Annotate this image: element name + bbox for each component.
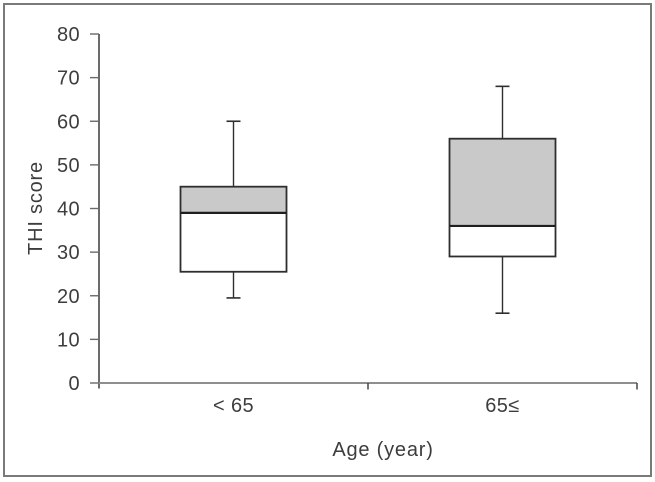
y-tick-label: 10 bbox=[57, 329, 80, 351]
y-tick-label: 0 bbox=[68, 373, 80, 395]
y-tick-label: 40 bbox=[57, 199, 80, 221]
boxplot-boxes: < 65 65≤ bbox=[179, 85, 557, 417]
category-label: 65≤ bbox=[485, 395, 519, 417]
category-label: < 65 bbox=[213, 395, 254, 417]
axis-titles: THI score Age (year) bbox=[25, 161, 433, 461]
y-tick-label: 30 bbox=[57, 242, 80, 264]
x-axis-title: Age (year) bbox=[332, 439, 433, 461]
boxplot-chart: 0 10 20 30 40 50 60 70 80 < 65 65≤ THI score Age … bbox=[25, 24, 638, 461]
figure-frame: 0 10 20 30 40 50 60 70 80 < 65 65≤ THI score Age … bbox=[3, 3, 652, 477]
y-tick-label: 50 bbox=[57, 155, 80, 177]
box-lower-region bbox=[180, 212, 287, 272]
box-upper-region bbox=[180, 186, 287, 213]
y-tick-label: 80 bbox=[57, 24, 80, 46]
box-lower-region bbox=[449, 225, 556, 257]
axes: 0 10 20 30 40 50 60 70 80 bbox=[57, 24, 638, 395]
box-group-1 bbox=[179, 120, 288, 299]
box-upper-region bbox=[449, 138, 556, 226]
box-outline bbox=[179, 185, 288, 273]
y-tick-label: 20 bbox=[57, 286, 80, 308]
y-tick-label: 70 bbox=[57, 68, 80, 90]
box-outline bbox=[448, 137, 557, 258]
y-axis-title: THI score bbox=[25, 161, 47, 255]
y-tick-label: 60 bbox=[57, 111, 80, 133]
box-group-2 bbox=[448, 85, 557, 315]
